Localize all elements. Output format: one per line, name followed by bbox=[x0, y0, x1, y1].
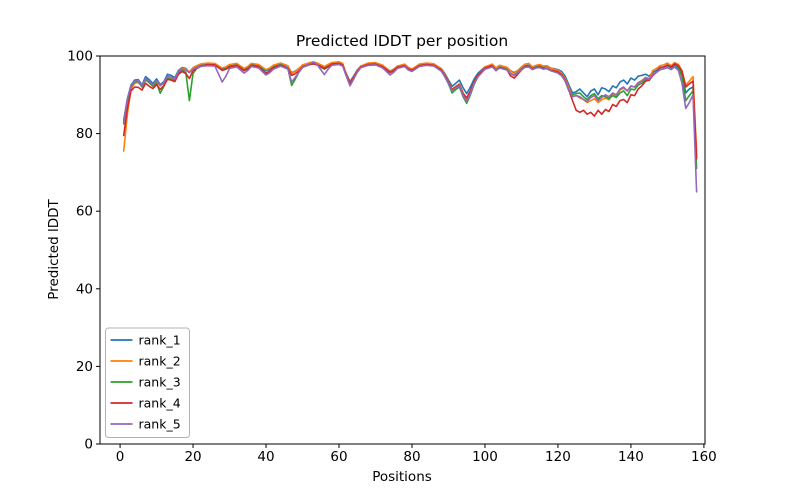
axes: 0 20 40 60 80 100 120 140 160 0 20 40 60 80 100 bbox=[67, 49, 717, 466]
y-tick-label: 20 bbox=[76, 359, 93, 375]
x-tick-label: 120 bbox=[545, 449, 571, 465]
legend-label-rank_3: rank_3 bbox=[139, 375, 181, 390]
x-tick-label: 160 bbox=[691, 449, 717, 465]
y-tick-label: 40 bbox=[76, 281, 93, 297]
legend: rank_1 rank_2 rank_3 rank_4 rank_5 bbox=[105, 327, 190, 438]
x-tick-label: 20 bbox=[184, 449, 201, 465]
legend-label-rank_2: rank_2 bbox=[139, 354, 181, 369]
y-axis-label: Predicted lDDT bbox=[46, 199, 62, 300]
x-tick-label: 40 bbox=[257, 449, 274, 465]
x-tick-label: 100 bbox=[472, 449, 498, 465]
y-tick-label: 80 bbox=[76, 126, 93, 142]
legend-label-rank_4: rank_4 bbox=[139, 396, 181, 411]
series-lines bbox=[122, 60, 698, 193]
y-tick-label: 0 bbox=[84, 437, 93, 453]
x-tick-label: 60 bbox=[330, 449, 347, 465]
y-tick-label: 60 bbox=[76, 204, 93, 220]
x-tick-label: 80 bbox=[403, 449, 420, 465]
y-tick-label: 100 bbox=[67, 49, 93, 65]
plot-area bbox=[100, 56, 705, 444]
line-rank_5 bbox=[122, 61, 698, 193]
x-axis-label: Positions bbox=[372, 469, 432, 485]
legend-box bbox=[105, 327, 190, 438]
plot-spines bbox=[99, 55, 706, 445]
x-tick-label: 140 bbox=[618, 449, 644, 465]
legend-label-rank_5: rank_5 bbox=[139, 417, 181, 432]
legend-label-rank_1: rank_1 bbox=[139, 333, 181, 348]
x-tick-label: 0 bbox=[116, 449, 125, 465]
chart-title: Predicted lDDT per position bbox=[296, 32, 508, 50]
